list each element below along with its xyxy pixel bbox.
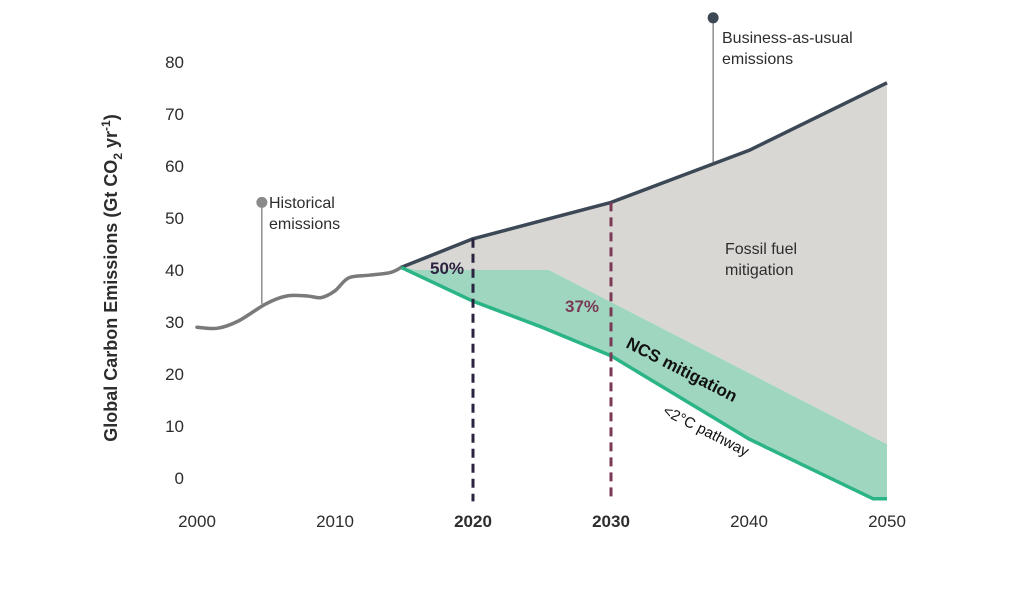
y-tick-label: 0 [175,469,184,488]
pct-label-2020: 50% [430,259,464,278]
y-axis-ticks: 0 10 20 30 40 50 60 70 80 [165,53,184,488]
y-tick-label: 70 [165,105,184,124]
fossil-fuel-mitigation-area [401,82,887,445]
historical-marker [256,196,268,208]
bau-label: Business-as-usual emissions [722,30,853,68]
x-tick-label: 2030 [592,512,630,531]
pct-label-2030: 37% [565,297,599,316]
bau-marker [707,12,719,24]
x-axis-ticks: 2000 2010 2020 2030 2040 2050 [178,512,906,531]
y-tick-label: 80 [165,53,184,72]
x-tick-label: 2040 [730,512,768,531]
historical-label: Historical emissions [269,195,340,233]
historical-emissions-line [195,265,403,331]
x-tick-label: 2000 [178,512,216,531]
y-tick-label: 40 [165,261,184,280]
y-axis-title: Global Carbon Emissions (Gt CO2 yr-1) [99,114,125,441]
y-tick-label: 50 [165,209,184,228]
y-tick-label: 30 [165,313,184,332]
y-tick-label: 20 [165,365,184,384]
y-tick-label: 60 [165,157,184,176]
2c-pathway-line [400,265,887,501]
fossil-fuel-label: Fossil fuel mitigation [725,241,797,279]
x-tick-label: 2010 [316,512,354,531]
ncs-mitigation-area [401,267,887,499]
y-tick-label: 10 [165,417,184,436]
x-tick-label: 2050 [868,512,906,531]
x-tick-label: 2020 [454,512,492,531]
